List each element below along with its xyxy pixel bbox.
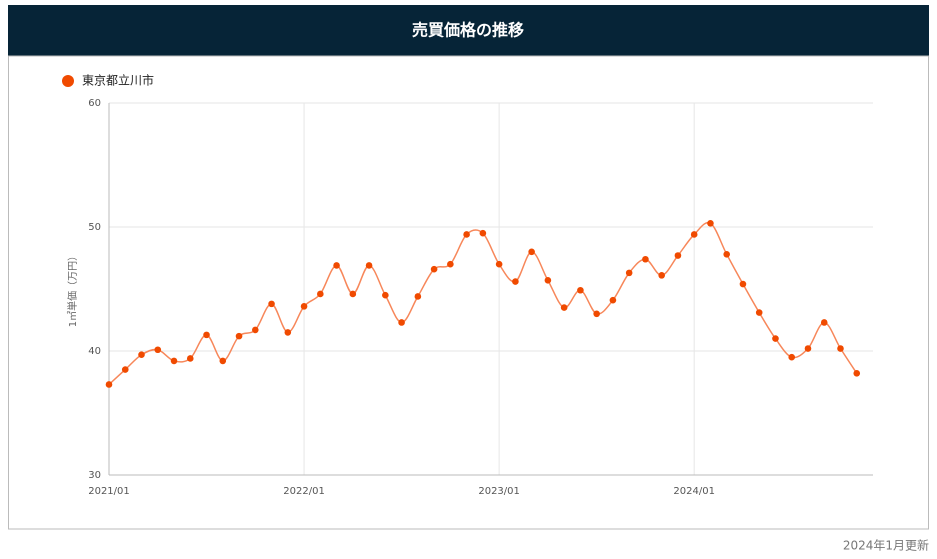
point (625, 269, 633, 277)
point (186, 355, 194, 362)
point (463, 231, 470, 238)
point (430, 265, 438, 273)
point (658, 272, 665, 279)
point (593, 310, 600, 318)
point (560, 304, 568, 311)
point (577, 286, 584, 294)
point (609, 296, 617, 304)
point (479, 229, 487, 237)
point (772, 335, 779, 342)
point (251, 326, 259, 334)
point (138, 351, 145, 359)
point (317, 290, 324, 298)
point (723, 250, 731, 258)
point (300, 303, 308, 310)
point (105, 381, 113, 388)
point (398, 319, 405, 326)
point (170, 357, 178, 365)
header-bar (8, 5, 929, 56)
point (414, 293, 422, 300)
point (528, 248, 535, 256)
y-tick-label: 60 (88, 98, 101, 109)
point (235, 332, 243, 340)
chart-title: 売買価格の推移 (412, 21, 524, 40)
y-tick-label: 30 (88, 470, 101, 481)
x-tick-label: 2022/01 (283, 486, 325, 497)
point (284, 329, 292, 336)
point (642, 255, 649, 263)
point (121, 366, 129, 373)
point (495, 260, 503, 268)
point (690, 231, 698, 238)
x-tick-label: 2023/01 (478, 486, 520, 497)
point (674, 252, 682, 259)
point (203, 331, 210, 339)
point (544, 277, 552, 284)
point (837, 345, 844, 352)
legend-label: 東京都立川市 (82, 73, 154, 88)
point (365, 262, 373, 269)
point (382, 291, 389, 299)
chart-frame (8, 55, 929, 530)
point (447, 260, 454, 268)
y-axis-label: 1㎡単価（万円） (66, 251, 79, 327)
point (154, 346, 162, 354)
point (853, 370, 861, 377)
point (333, 262, 340, 269)
footer-note: 2024年1月更新 (843, 538, 929, 553)
y-tick-label: 40 (88, 346, 101, 357)
point (512, 278, 519, 285)
point (804, 345, 812, 352)
point (788, 353, 796, 361)
point (755, 309, 763, 316)
x-tick-label: 2021/01 (88, 486, 130, 497)
point (219, 357, 227, 365)
y-tick-label: 50 (88, 222, 101, 233)
point (707, 219, 714, 227)
point (739, 280, 747, 288)
point (268, 300, 275, 308)
x-tick-label: 2024/01 (673, 486, 715, 497)
legend-marker (62, 75, 74, 87)
point (349, 290, 357, 298)
point (820, 319, 828, 326)
